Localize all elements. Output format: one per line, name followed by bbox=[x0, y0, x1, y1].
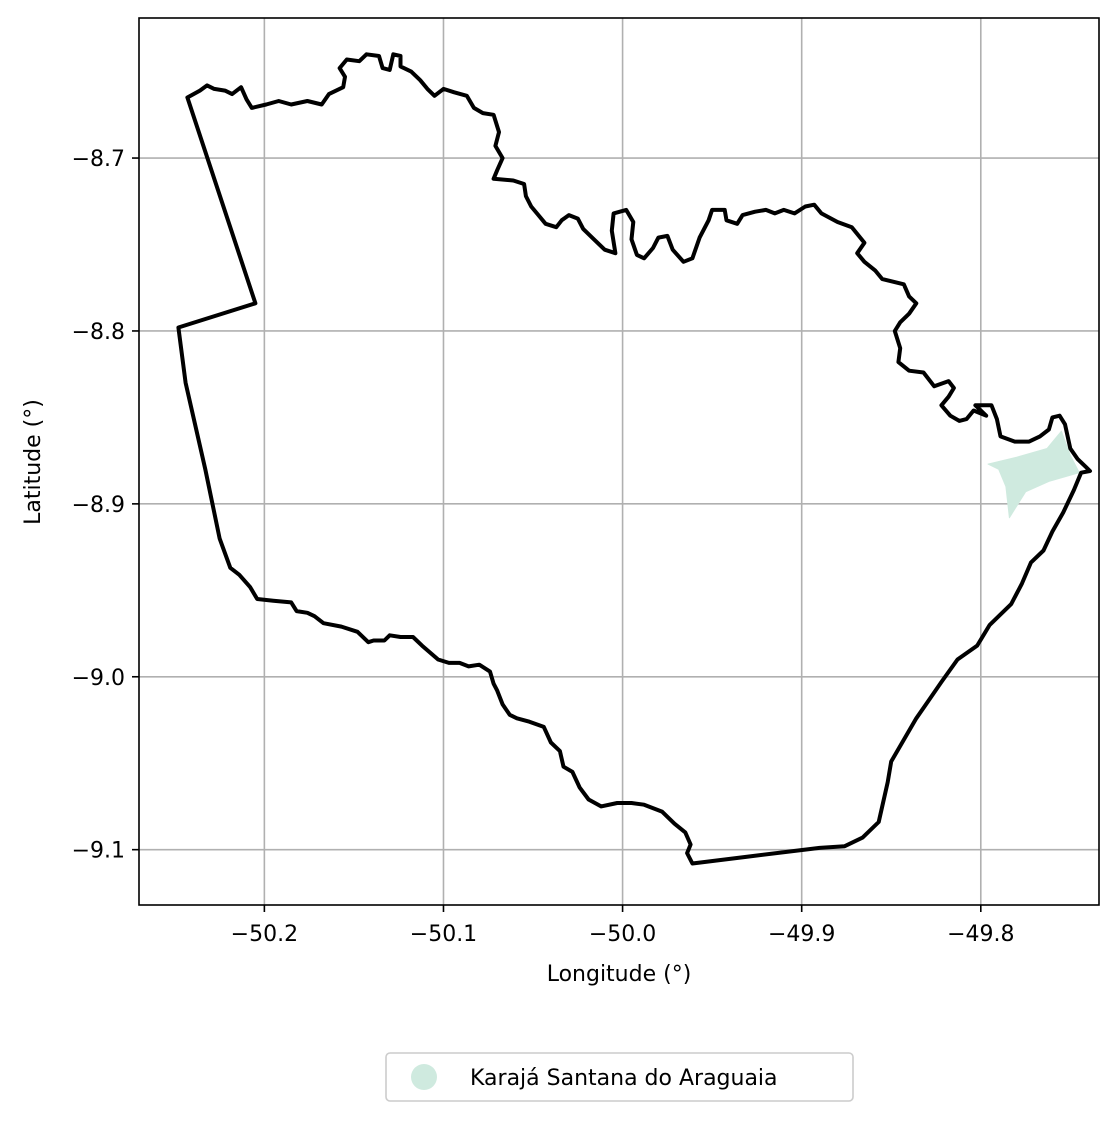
legend-frame bbox=[385, 1052, 854, 1102]
y-tick-label: −9.0 bbox=[72, 666, 125, 691]
y-axis-label: Latitude (°) bbox=[21, 399, 46, 525]
y-tick-label: −9.1 bbox=[72, 839, 125, 864]
legend-label: Karajá Santana do Araguaia bbox=[470, 1066, 778, 1091]
x-tick-label: −50.2 bbox=[231, 922, 298, 947]
x-axis-label: Longitude (°) bbox=[547, 962, 692, 987]
x-tick-label: −50.0 bbox=[589, 922, 656, 947]
y-tick-label: −8.7 bbox=[72, 147, 125, 172]
y-tick-label: −8.9 bbox=[72, 493, 125, 518]
municipality-boundary bbox=[176, 52, 1092, 866]
axis-ticks: −50.2 −50.1 −50.0 −49.9 −49.8 −8.7 −8.8 −8.9 −9.… bbox=[72, 147, 1015, 947]
map-data bbox=[176, 52, 1092, 866]
x-tick-label: −49.9 bbox=[768, 922, 835, 947]
x-tick-label: −49.8 bbox=[947, 922, 1014, 947]
legend: Karajá Santana do Araguaia bbox=[385, 1052, 854, 1102]
plot-frame bbox=[138, 17, 1100, 906]
territory-polygon bbox=[987, 430, 1080, 519]
grid-lines bbox=[139, 18, 1099, 905]
y-tick-label: −8.8 bbox=[72, 320, 125, 345]
x-tick-label: −50.1 bbox=[410, 922, 477, 947]
legend-marker bbox=[411, 1064, 437, 1090]
